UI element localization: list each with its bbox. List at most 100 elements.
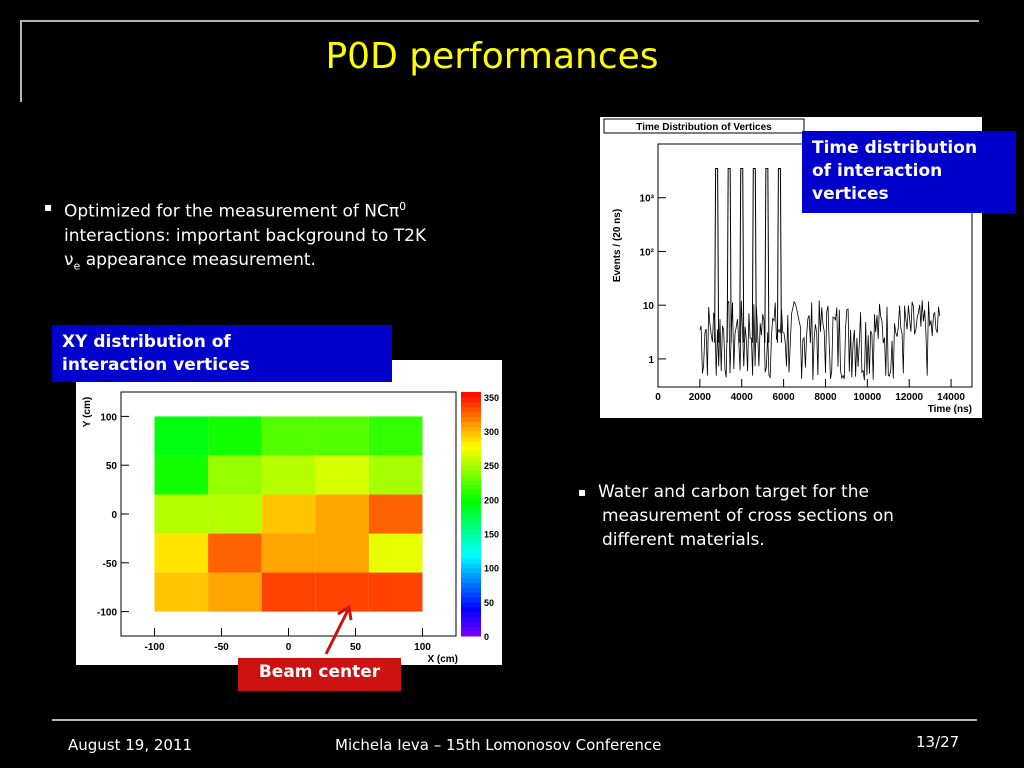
colorbar-segment — [461, 577, 481, 583]
y-tick-label: 0 — [111, 510, 117, 521]
colorbar-segment — [461, 460, 481, 466]
beam-center-label: Beam center — [238, 658, 401, 691]
colorbar-tick-label: 50 — [484, 598, 494, 608]
heatmap-cell — [261, 455, 316, 495]
slide-frame-top — [20, 20, 979, 22]
colorbar-segment — [461, 440, 481, 447]
colorbar-segment — [461, 479, 481, 486]
peak-mark — [714, 167, 720, 343]
x-axis-label: Time (ns) — [928, 404, 972, 415]
colorbar-segment — [461, 626, 481, 632]
colorbar-segment — [461, 431, 481, 437]
heatmap-cell — [208, 572, 262, 612]
colorbar-segment — [461, 504, 481, 510]
heatmap-cell — [315, 533, 369, 573]
bullet-text-line: measurement of cross sections on — [602, 506, 894, 526]
colorbar-tick-label: 150 — [484, 530, 499, 540]
colorbar-segment — [461, 396, 481, 403]
heatmap-cell — [315, 455, 369, 495]
bullet-targets: ▪ Water and carbon target for the measur… — [578, 480, 978, 552]
colorbar-segment — [461, 426, 481, 432]
colorbar-tick-label: 0 — [484, 632, 489, 642]
heatmap-cell — [208, 416, 262, 456]
colorbar-tick-label: 250 — [484, 461, 499, 471]
colorbar-segment — [461, 421, 481, 427]
x-tick-label: 2000 — [689, 392, 712, 403]
colorbar-segment — [461, 621, 481, 627]
colorbar-segment — [461, 606, 481, 613]
heatmap-cell — [208, 533, 262, 573]
heatmap-cell — [208, 494, 262, 534]
colorbar-segment — [461, 596, 481, 603]
bullet-text-part: appearance measurement. — [85, 249, 316, 270]
colorbar-segment — [461, 494, 481, 500]
y-tick-label: 50 — [106, 461, 118, 472]
label-line: XY distribution of — [62, 332, 231, 352]
heatmap-cell — [315, 572, 369, 612]
colorbar-segment — [461, 567, 481, 574]
colorbar-segment — [461, 465, 481, 471]
colorbar-tick-label: 350 — [484, 393, 499, 403]
colorbar-segment — [461, 445, 481, 452]
colorbar-segment — [461, 631, 481, 637]
footer-author: Michela Ieva – 15th Lomonosov Conference — [335, 736, 662, 754]
colorbar-segment — [461, 548, 481, 554]
heatmap-cell — [368, 572, 423, 612]
heatmap-cell — [368, 416, 423, 456]
peak-mark — [751, 167, 757, 343]
y-tick-label: 100 — [100, 412, 117, 423]
x-tick-label: 50 — [350, 642, 362, 653]
heatmap-cell — [261, 494, 316, 534]
label-line: Time distribution — [812, 138, 978, 158]
chart-title-box — [603, 118, 805, 134]
colorbar-segment — [461, 582, 481, 588]
y-tick-label: -100 — [97, 608, 117, 619]
label-line: interaction vertices — [62, 355, 250, 375]
colorbar-segment — [461, 416, 481, 422]
slide-frame-left — [20, 20, 22, 102]
y-tick-label: 10 — [643, 301, 655, 312]
bullet-superscript: 0 — [399, 200, 407, 213]
x-tick-label: -50 — [214, 642, 229, 653]
y-tick-label: 10³ — [640, 194, 655, 205]
colorbar-segment — [461, 514, 481, 520]
y-axis-label: Y (cm) — [82, 397, 93, 427]
colorbar-segment — [461, 616, 481, 622]
heatmap-cell — [154, 572, 209, 612]
bullet-text-line: Water and carbon target for the — [598, 482, 869, 502]
heatmap-cell — [154, 494, 209, 534]
footer-page-number: 13/27 — [916, 733, 960, 751]
peak-mark — [726, 167, 732, 343]
colorbar-segment — [461, 533, 481, 539]
x-tick-label: 14000 — [937, 392, 965, 403]
colorbar-segment — [461, 411, 481, 417]
x-tick-label: 10000 — [853, 392, 881, 403]
x-tick-label: 12000 — [895, 392, 923, 403]
footer-divider — [52, 719, 977, 721]
x-tick-label: 0 — [655, 392, 661, 403]
time-distribution-label: Time distribution of interaction vertice… — [802, 131, 1016, 213]
bullet-text-part: interactions: important background to T2… — [64, 225, 427, 246]
colorbar-segment — [461, 450, 481, 456]
colorbar-segment — [461, 392, 481, 398]
bullet-text-line: different materials. — [602, 530, 765, 550]
y-tick-label: 1 — [648, 355, 654, 366]
x-tick-label: 0 — [286, 642, 292, 653]
colorbar-tick-label: 100 — [484, 564, 499, 574]
label-line: vertices — [812, 184, 889, 204]
heatmap-cell — [261, 533, 316, 573]
x-tick-label: 8000 — [814, 392, 837, 403]
colorbar-segment — [461, 509, 481, 515]
heatmap-cell — [315, 416, 369, 456]
colorbar-segment — [461, 562, 481, 569]
heatmap-cell — [261, 572, 316, 612]
nu-symbol: ν — [64, 249, 74, 270]
bullet-text-part: Optimized for the measurement of NCπ — [64, 201, 400, 222]
colorbar-segment — [461, 489, 481, 495]
background-series — [699, 300, 941, 381]
bullet-nc-pi0: ▪ Optimized for the measurement of NCπ0 … — [44, 195, 524, 278]
heatmap-cell — [368, 533, 423, 573]
heatmap-cell — [261, 416, 316, 456]
heatmap-cell — [154, 416, 209, 456]
